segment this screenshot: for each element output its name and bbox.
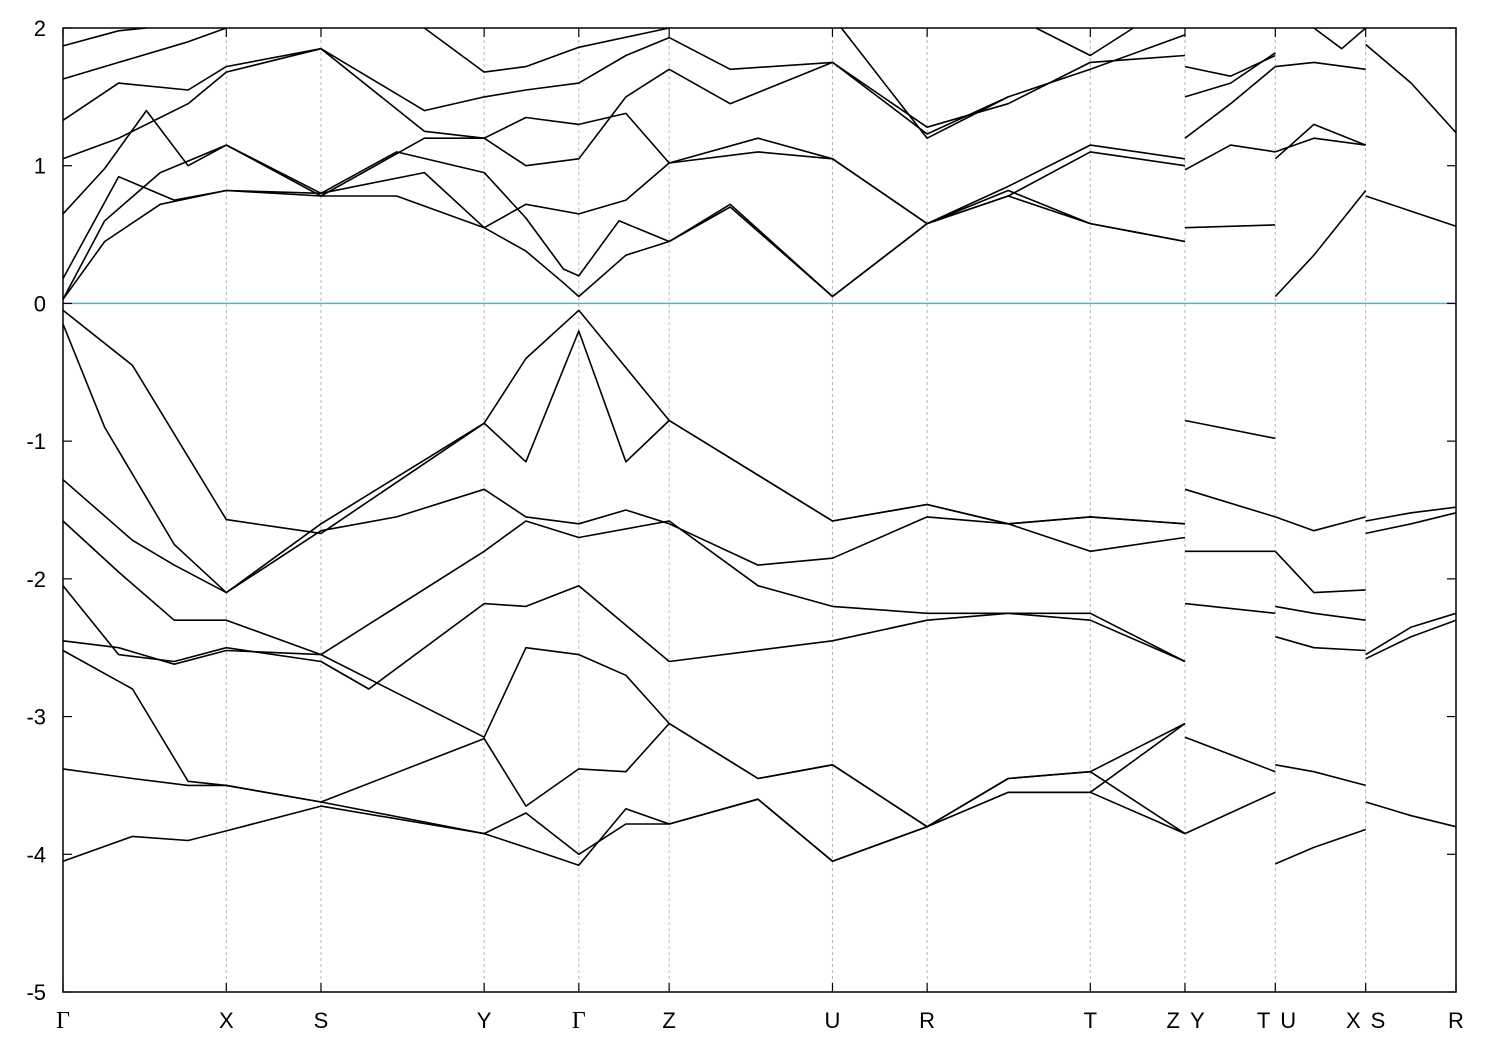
band-line-36 xyxy=(840,27,1009,139)
band-line-40 xyxy=(1184,65,1276,139)
band-line-41 xyxy=(1184,52,1276,98)
grid-layer xyxy=(225,28,1367,992)
ytick-label: -2 xyxy=(26,567,46,592)
ytick-label: 0 xyxy=(34,291,46,316)
kpoint-label: R xyxy=(919,1008,935,1033)
band-line-17 xyxy=(1274,550,1366,594)
kpoint-label: T xyxy=(1084,1008,1097,1033)
band-line-32 xyxy=(62,34,1186,135)
band-line-14 xyxy=(1184,736,1276,773)
band-line-18 xyxy=(1275,605,1366,621)
band-line-16 xyxy=(1275,516,1366,532)
kpoint-label: X xyxy=(219,1008,234,1033)
band-line-11 xyxy=(1184,488,1276,518)
band-line-15 xyxy=(1184,791,1276,835)
bands-layer xyxy=(62,27,1457,867)
band-line-34 xyxy=(62,27,147,47)
band-line-47 xyxy=(1313,27,1367,50)
band-line-10 xyxy=(1184,419,1276,440)
band-line-3 xyxy=(62,479,1186,594)
kpoint-label: X xyxy=(1346,1008,1361,1033)
band-line-9 xyxy=(62,770,1186,867)
kpoint-label: Z xyxy=(662,1008,675,1033)
ytick-label: 1 xyxy=(34,154,46,179)
band-line-26 xyxy=(1365,801,1457,828)
kpoint-label: Y xyxy=(477,1008,492,1033)
ytick-label: 2 xyxy=(34,16,46,41)
ytick-label: -5 xyxy=(26,980,46,1005)
kpoint-label: Y xyxy=(1190,1008,1205,1033)
band-line-22 xyxy=(1365,506,1457,522)
band-line-38 xyxy=(1184,224,1276,229)
kpoint-label: S xyxy=(1371,1008,1386,1033)
band-line-46 xyxy=(1275,61,1366,71)
band-line-13 xyxy=(1184,602,1276,615)
y-axis: 2 1 0 -1 -2 -3 -4 -5 xyxy=(26,16,1456,1005)
kpoint-label: Z xyxy=(1167,1008,1180,1033)
band-line-48 xyxy=(1365,195,1457,228)
band-line-29 xyxy=(62,151,1186,298)
band-line-20 xyxy=(1275,764,1366,787)
band-line-27 xyxy=(62,137,1186,300)
band-line-25 xyxy=(1365,619,1457,660)
band-line-30 xyxy=(62,109,1186,225)
band-line-8 xyxy=(62,768,1186,863)
band-line-43 xyxy=(1274,190,1367,298)
band-line-5 xyxy=(62,584,1186,690)
band-line-23 xyxy=(1365,512,1457,535)
band-line-21 xyxy=(1274,828,1366,865)
band-line-35 xyxy=(423,27,670,73)
plot-frame xyxy=(62,27,1457,993)
ytick-label: -3 xyxy=(26,705,46,730)
band-line-45 xyxy=(1275,137,1366,153)
band-line-24 xyxy=(1365,612,1457,656)
band-line-19 xyxy=(1275,635,1366,652)
kpoint-label: U xyxy=(825,1008,841,1033)
band-line-42 xyxy=(1184,54,1276,77)
band-line-6 xyxy=(62,640,1186,828)
band-line-39 xyxy=(1184,144,1276,171)
kpoint-label: T xyxy=(1257,1008,1270,1033)
ytick-label: -1 xyxy=(26,429,46,454)
band-line-31 xyxy=(62,47,1186,167)
band-line-44 xyxy=(1274,123,1366,160)
band-line-1 xyxy=(62,309,1186,535)
kpoint-label: S xyxy=(314,1008,329,1033)
kpoint-label: Γ xyxy=(56,1008,70,1034)
band-line-28 xyxy=(62,144,1186,300)
band-line-2 xyxy=(62,323,1186,594)
kpoint-label: R xyxy=(1448,1008,1464,1033)
band-line-4 xyxy=(62,520,1186,663)
kpoint-label: U xyxy=(1280,1008,1296,1033)
band-line-37 xyxy=(1035,27,1134,57)
band-line-33 xyxy=(62,27,227,80)
kpoint-label: Γ xyxy=(572,1008,586,1034)
ytick-label: -4 xyxy=(26,842,46,867)
band-line-49 xyxy=(1365,43,1457,134)
band-line-7 xyxy=(62,649,1186,828)
